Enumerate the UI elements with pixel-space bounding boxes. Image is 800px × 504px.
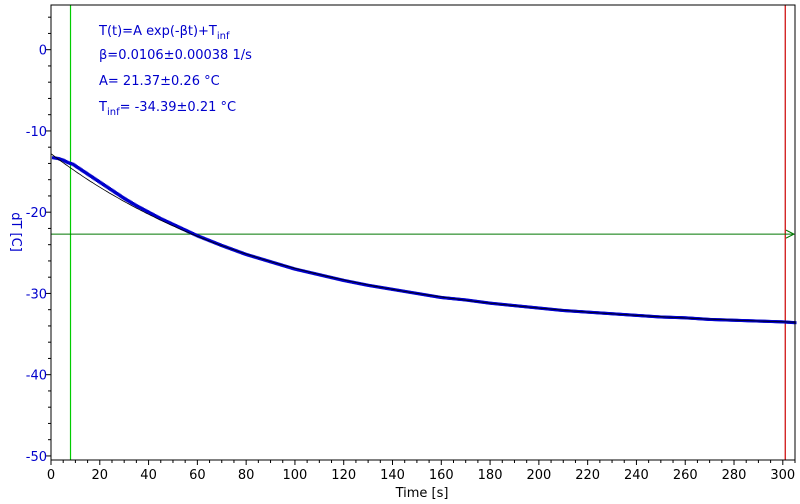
fit-annotation-line: A= 21.37±0.26 °C: [99, 74, 220, 89]
plot-background: [51, 5, 795, 460]
x-tick-label: 0: [47, 468, 55, 483]
y-axis: 0 -10 -20 -30 -40 -50: [26, 16, 51, 465]
x-tick-label: 80: [238, 468, 255, 483]
x-tick-label: 60: [189, 468, 206, 483]
x-tick-label: 20: [92, 468, 109, 483]
y-tick-label: -10: [26, 125, 47, 140]
y-tick-label: -30: [26, 287, 47, 302]
x-tick-label: 40: [140, 468, 157, 483]
y-tick-label: 0: [39, 44, 47, 59]
x-tick-label: 240: [624, 468, 649, 483]
fit-annotation-line: Tinf= -34.39±0.21 °C: [98, 100, 236, 118]
x-tick-label: 160: [429, 468, 454, 483]
x-axis-label: Time [s]: [395, 486, 449, 501]
x-axis: 0 20 40 60 80 100 120 140 160 180 200 220 240 260 280 3…: [47, 460, 796, 483]
x-tick-label: 300: [770, 468, 795, 483]
fit-layer: [50, 153, 796, 323]
x-tick-label: 120: [331, 468, 356, 483]
plot-frame: [50, 4, 796, 461]
fit-annotation: T(t)=A exp(-βt)+Tinf β=0.0106±0.00038 1/s…: [98, 24, 252, 118]
fit-annotation-line: β=0.0106±0.00038 1/s: [99, 48, 252, 63]
cursor-layer: [51, 5, 796, 460]
horizontal-marker-arrow: [785, 229, 796, 239]
x-tick-label: 260: [673, 468, 698, 483]
x-tick-label: 200: [526, 468, 551, 483]
x-tick-label: 220: [575, 468, 600, 483]
x-tick-label: 180: [478, 468, 503, 483]
y-tick-label: -20: [26, 206, 47, 221]
x-tick-label: 140: [380, 468, 405, 483]
x-tick-label: 100: [283, 468, 308, 483]
y-tick-label: -40: [26, 369, 47, 384]
fit-annotation-line: T(t)=A exp(-βt)+Tinf: [98, 24, 230, 42]
fit-curve: [50, 153, 796, 323]
x-tick-label: 280: [722, 468, 747, 483]
y-tick-label: -50: [26, 450, 47, 465]
y-axis-label: dT [C]: [8, 212, 23, 252]
